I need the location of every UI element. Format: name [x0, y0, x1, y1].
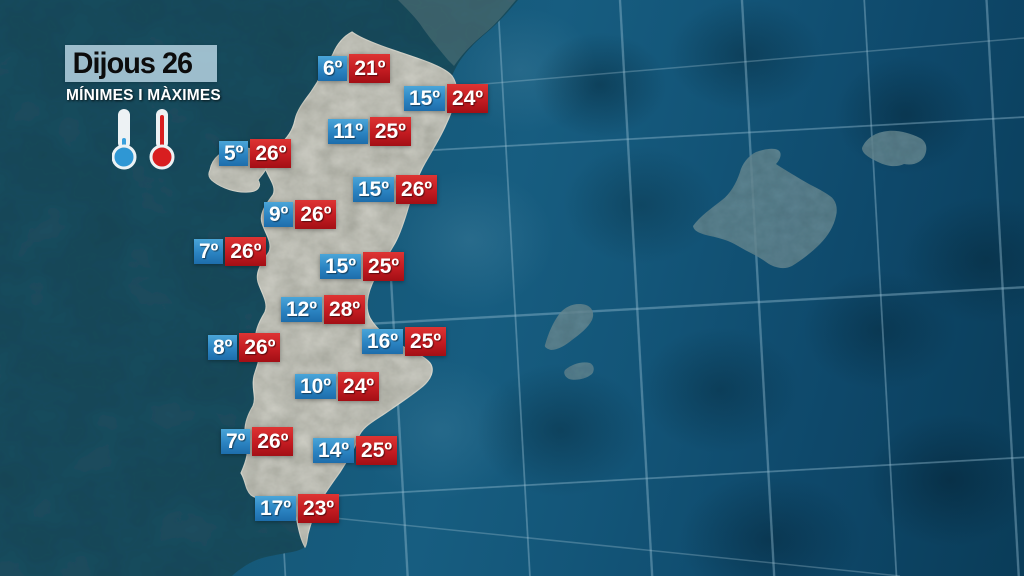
station-temp-pair: 8º 26º — [208, 333, 281, 362]
balearic-islands — [544, 130, 927, 380]
station-temp-pair: 15º 24º — [404, 84, 489, 113]
min-temp-label: 9º — [264, 202, 294, 227]
min-temp-label: 5º — [219, 141, 249, 166]
date-title-text: Dijous 26 — [72, 46, 193, 80]
min-temp-label: 14º — [313, 438, 355, 463]
thermometer-max-icon — [149, 109, 175, 170]
station-temp-pair: 15º 26º — [353, 175, 438, 204]
mallorca-island — [693, 148, 837, 269]
min-temp-label: 7º — [194, 239, 224, 264]
min-temp-label: 15º — [404, 86, 446, 111]
min-temp-label: 17º — [255, 496, 297, 521]
min-temp-label: 7º — [221, 429, 251, 454]
station-temp-pair: 11º 25º — [328, 117, 411, 146]
max-temp-label: 26º — [396, 175, 438, 204]
max-temp-label: 23º — [298, 494, 340, 523]
valencia-region-shape — [240, 31, 458, 549]
station-temp-pair: 10º 24º — [295, 372, 380, 401]
min-temp-label: 16º — [362, 329, 404, 354]
min-temp-label: 12º — [281, 297, 323, 322]
thermometer-legend — [112, 109, 175, 170]
min-temp-label: 15º — [320, 254, 362, 279]
date-title-box: Dijous 26 — [65, 45, 217, 82]
station-temp-pair: 5º 26º — [219, 139, 292, 168]
max-temp-label: 24º — [447, 84, 489, 113]
ibiza-island — [544, 303, 594, 350]
max-temp-label: 26º — [250, 139, 292, 168]
formentera-island — [564, 362, 594, 380]
north-coast-patch — [398, 0, 516, 66]
max-temp-label: 25º — [369, 117, 411, 146]
max-temp-label: 21º — [349, 54, 391, 83]
max-temp-label: 25º — [356, 436, 398, 465]
max-temp-label: 25º — [405, 327, 447, 356]
max-temp-label: 26º — [239, 333, 281, 362]
north-maritime-border-line — [459, 37, 1024, 87]
max-temp-label: 24º — [338, 372, 380, 401]
station-temp-pair: 7º 26º — [221, 427, 294, 456]
station-temp-pair: 15º 25º — [320, 252, 405, 281]
menorca-island — [862, 130, 927, 167]
max-temp-label: 26º — [225, 237, 267, 266]
station-temp-pair: 16º 25º — [362, 327, 447, 356]
max-temp-label: 26º — [295, 200, 337, 229]
min-temp-label: 15º — [353, 177, 395, 202]
south-maritime-border-line — [304, 514, 901, 576]
min-temp-label: 8º — [208, 335, 238, 360]
min-temp-label: 11º — [328, 119, 368, 144]
station-temp-pair: 17º 23º — [255, 494, 340, 523]
station-temp-pair: 14º 25º — [313, 436, 398, 465]
station-temp-pair: 12º 28º — [281, 295, 366, 324]
station-temp-pair: 7º 26º — [194, 237, 267, 266]
thermometer-min-icon — [112, 109, 137, 170]
station-temp-pair: 9º 26º — [264, 200, 337, 229]
max-temp-label: 25º — [363, 252, 405, 281]
station-temp-pair: 6º 21º — [318, 54, 391, 83]
subtitle-text: MÍNIMES I MÀXIMES — [66, 87, 221, 104]
min-temp-label: 10º — [295, 374, 337, 399]
max-temp-label: 26º — [252, 427, 294, 456]
max-temp-label: 28º — [324, 295, 366, 324]
min-temp-label: 6º — [318, 56, 348, 81]
